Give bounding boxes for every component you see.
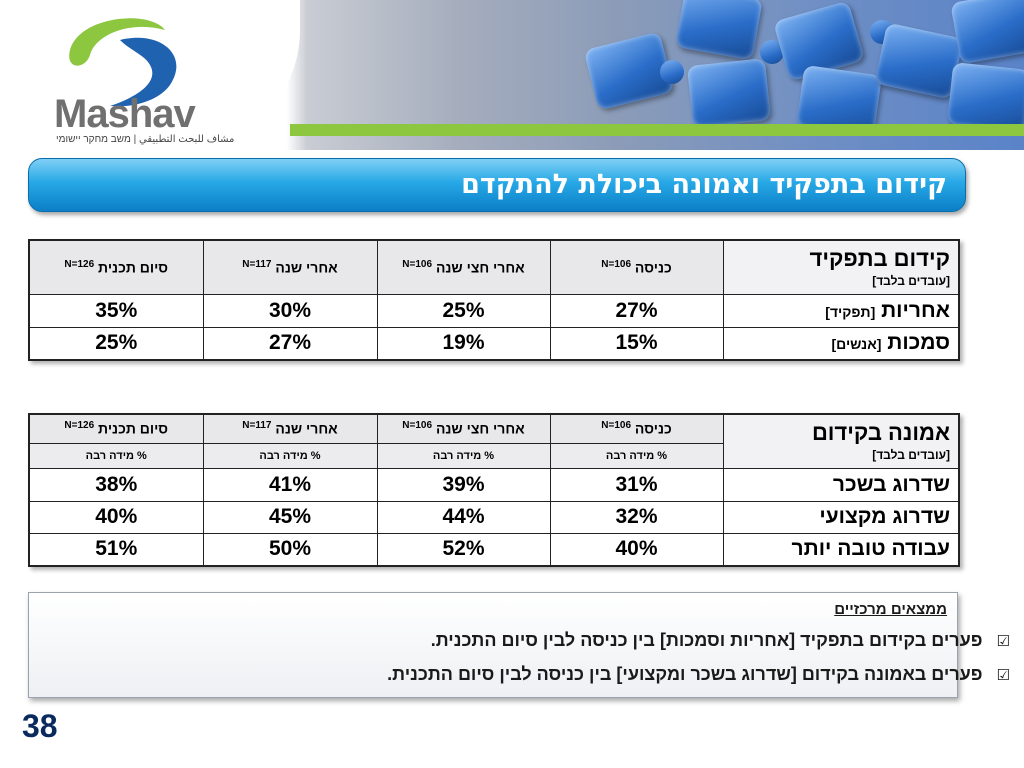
table-cell: 38%	[28, 467, 204, 502]
slide-title-bar: קידום בתפקיד ואמונה ביכולת להתקדם	[28, 158, 966, 212]
slide-header: Mashav مشاف للبحث التطبيقي | משב מחקר יי…	[0, 0, 1024, 150]
table-cell: 27%	[549, 293, 724, 328]
table-title: אמונה בקידום	[811, 420, 950, 446]
finding-text: פערים באמונה בקידום [שדרוג בשכר ומקצועי]…	[387, 664, 983, 684]
table-cell: 40%	[549, 532, 724, 567]
table-cell: 35%	[28, 293, 204, 328]
row-label: שדרוג בשכר	[722, 467, 960, 502]
puzzle-image	[560, 0, 1024, 124]
table-cell: 30%	[202, 293, 378, 328]
logo-subtitle: مشاف للبحث التطبيقي | משב מחקר יישומי	[56, 134, 235, 145]
finding-text: פערים בקידום בתפקיד [אחריות וסמכות] בין …	[430, 630, 983, 650]
finding-item: ☑ פערים באמונה בקידום [שדרוג בשכר ומקצוע…	[387, 664, 1010, 685]
column-header: סיום תכנית N=126	[28, 239, 204, 295]
key-findings-box: ממצאים מרכזיים	[28, 592, 958, 698]
table-cell: 31%	[549, 467, 724, 502]
column-header: אחרי שנה N=117	[202, 239, 378, 295]
page-number: 38	[22, 708, 58, 744]
table-corner-label: קידום בתפקיד [עובדים בלבד]	[722, 239, 960, 295]
table-note: [עובדים בלבד]	[872, 274, 950, 289]
table-header-row: אמונה בקידום [עובדים בלבד] כניסה N=106 א…	[28, 413, 960, 469]
table-cell: 45%	[202, 500, 378, 534]
findings-title: ממצאים מרכזיים	[834, 601, 947, 618]
logo-swoosh-icon	[69, 18, 177, 107]
table-row: שדרוג מקצועי 32% 44% 45% 40%	[28, 500, 960, 534]
column-subheader: % מידה רבה	[376, 442, 551, 469]
table-note: [עובדים בלבד]	[872, 448, 950, 463]
table-cell: 40%	[28, 500, 204, 534]
table-cell: 39%	[376, 467, 551, 502]
checkbox-icon: ☑	[996, 631, 1010, 650]
column-header: כניסה N=106	[549, 413, 724, 444]
table-cell: 25%	[376, 293, 551, 328]
column-subheader: % מידה רבה	[28, 442, 204, 469]
table-cell: 41%	[202, 467, 378, 502]
column-header: אחרי חצי שנה N=106	[376, 239, 551, 295]
table-cell: 32%	[549, 500, 724, 534]
promotion-table: קידום בתפקיד [עובדים בלבד] כניסה N=106 א…	[28, 239, 960, 361]
table-cell: 15%	[549, 326, 724, 361]
belief-in-promotion-table: אמונה בקידום [עובדים בלבד] כניסה N=106 א…	[28, 413, 960, 567]
column-header: כניסה N=106	[549, 239, 724, 295]
column-subheader: % מידה רבה	[202, 442, 378, 469]
logo-wordmark: Mashav	[54, 92, 196, 136]
row-label: סמכות [אנשים]	[722, 326, 960, 361]
table-cell: 52%	[376, 532, 551, 567]
checkbox-icon: ☑	[996, 665, 1010, 684]
table-cell: 50%	[202, 532, 378, 567]
table-row: סמכות [אנשים] 15% 19% 27% 25%	[28, 326, 960, 361]
finding-item: ☑ פערים בקידום בתפקיד [אחריות וסמכות] בי…	[431, 630, 1010, 651]
table-header-row: קידום בתפקיד [עובדים בלבד] כניסה N=106 א…	[28, 239, 960, 295]
table-cell: 19%	[376, 326, 551, 361]
table-corner-label: אמונה בקידום [עובדים בלבד]	[722, 413, 960, 469]
slide-title: קידום בתפקיד ואמונה ביכולת להתקדם	[461, 169, 947, 200]
table-cell: 27%	[202, 326, 378, 361]
row-label: עבודה טובה יותר	[722, 532, 960, 567]
table-row: אחריות [תפקיד] 27% 25% 30% 35%	[28, 293, 960, 328]
header-green-band	[290, 124, 1024, 136]
row-label: אחריות [תפקיד]	[722, 293, 960, 328]
table-cell: 51%	[28, 532, 204, 567]
column-header: סיום תכנית N=126	[28, 413, 204, 444]
column-subheader: % מידה רבה	[549, 442, 724, 469]
table-cell: 25%	[28, 326, 204, 361]
row-label: שדרוג מקצועי	[722, 500, 960, 534]
table-title: קידום בתפקיד	[809, 246, 950, 272]
table-row: שדרוג בשכר 31% 39% 41% 38%	[28, 467, 960, 502]
column-header: אחרי שנה N=117	[202, 413, 378, 444]
mashav-logo: Mashav مشاف للبحث التطبيقي | משב מחקר יי…	[50, 10, 250, 145]
table-row: עבודה טובה יותר 40% 52% 50% 51%	[28, 532, 960, 567]
table-cell: 44%	[376, 500, 551, 534]
column-header: אחרי חצי שנה N=106	[376, 413, 551, 444]
